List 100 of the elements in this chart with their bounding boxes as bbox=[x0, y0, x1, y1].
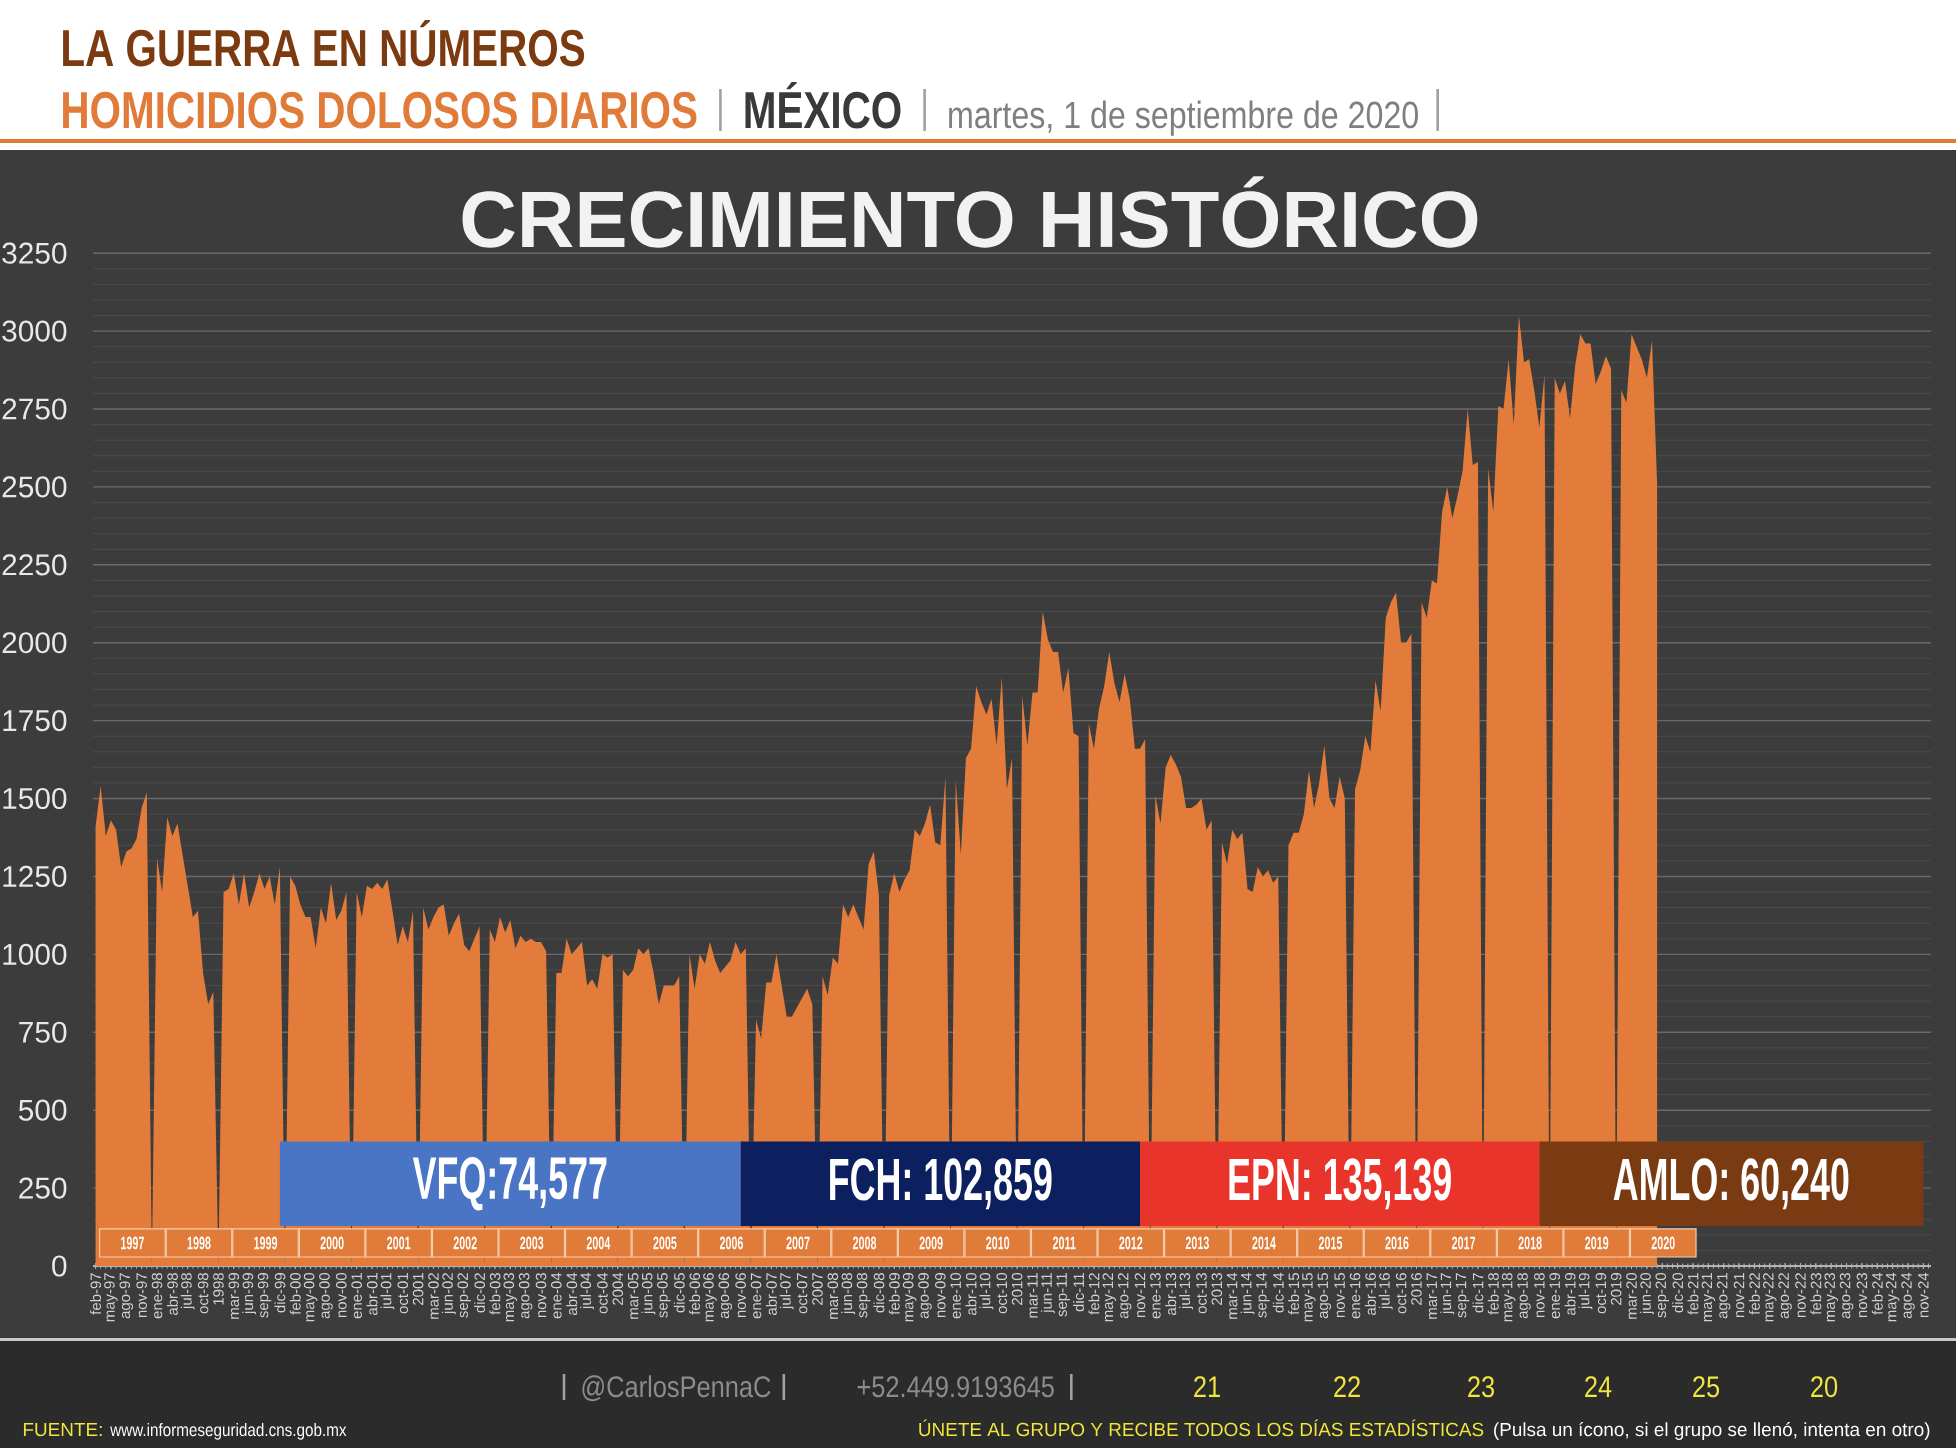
x-tick-label: nov-24 bbox=[1918, 1272, 1929, 1318]
x-tick-label: sep-14 bbox=[1256, 1272, 1270, 1318]
x-tick-label: nov-22 bbox=[1795, 1273, 1806, 1318]
annotation: 2019 bbox=[1585, 1236, 1609, 1250]
x-tick-label: jul-98 bbox=[180, 1273, 195, 1310]
y-tick-label: 2500 bbox=[2, 476, 67, 498]
x-tick-label: feb-00 bbox=[289, 1272, 301, 1315]
x-tick-label: oct-01 bbox=[397, 1273, 409, 1314]
y-tick-label: 3000 bbox=[2, 320, 67, 342]
x-tick-label: feb-06 bbox=[689, 1273, 701, 1315]
x-tick-label: abr-04 bbox=[566, 1272, 578, 1315]
x-tick-label: ene-07 bbox=[750, 1273, 762, 1319]
x-tick-label: oct-16 bbox=[1395, 1273, 1407, 1314]
x-tick-label: mar-17 bbox=[1426, 1273, 1438, 1319]
x-tick-label: sep-05 bbox=[657, 1273, 671, 1318]
x-tick-label: may-12 bbox=[1102, 1273, 1117, 1322]
x-tick-label: mar-14 bbox=[1226, 1272, 1238, 1319]
x-tick-label: oct-07 bbox=[796, 1273, 808, 1314]
x-tick-label: sep-11 bbox=[1056, 1273, 1070, 1317]
annotation: 2006 bbox=[719, 1236, 744, 1250]
text: 24 bbox=[1585, 1376, 1612, 1397]
x-tick-label: abr-13 bbox=[1165, 1273, 1177, 1315]
x-tick-label: ago-21 bbox=[1716, 1273, 1731, 1319]
x-tick-label: dic-05 bbox=[673, 1273, 685, 1313]
x-tick-label: sep-99 bbox=[257, 1273, 272, 1318]
band-label: VFQ:74,577 bbox=[412, 1157, 607, 1211]
x-tick-label: may-15 bbox=[1302, 1273, 1316, 1322]
annotation: 2010 bbox=[986, 1236, 1010, 1250]
x-tick-label: jul-07 bbox=[779, 1273, 794, 1310]
x-tick-label: feb-97 bbox=[90, 1273, 102, 1315]
text: 22 bbox=[1334, 1376, 1360, 1397]
x-tick-label: may-09 bbox=[902, 1273, 917, 1322]
x-tick-label: feb-24 bbox=[1871, 1272, 1883, 1315]
x-tick-label: dic-11 bbox=[1073, 1273, 1085, 1312]
x-tick-label: feb-09 bbox=[888, 1273, 900, 1315]
text: martes, 1 de septiembre de 2020 bbox=[949, 100, 1418, 136]
x-tick-label: may-24 bbox=[1885, 1272, 1900, 1322]
annotation: 2013 bbox=[1185, 1236, 1209, 1250]
x-tick-label: oct-13 bbox=[1196, 1273, 1207, 1314]
x-tick-label: nov-15 bbox=[1334, 1273, 1345, 1318]
band-label: EPN: 135,139 bbox=[1229, 1158, 1451, 1210]
x-tick-label: nov-97 bbox=[136, 1273, 147, 1318]
x-tick-label: jul-16 bbox=[1378, 1273, 1393, 1310]
x-tick-label: may-18 bbox=[1501, 1273, 1516, 1322]
x-tick-label: 2001 bbox=[412, 1273, 424, 1305]
x-tick-label: feb-15 bbox=[1288, 1273, 1300, 1315]
x-tick-label: abr-10 bbox=[965, 1273, 977, 1315]
x-tick-label: jun-17 bbox=[1440, 1273, 1455, 1315]
x-tick-label: feb-23 bbox=[1810, 1273, 1822, 1315]
x-tick-label: jul-19 bbox=[1578, 1273, 1593, 1310]
annotation: 2009 bbox=[919, 1236, 943, 1250]
annotation: 2015 bbox=[1318, 1236, 1343, 1250]
x-tick-label: jul-10 bbox=[979, 1273, 994, 1310]
x-tick-label: ene-04 bbox=[551, 1272, 562, 1319]
x-tick-label: ago-97 bbox=[119, 1273, 134, 1319]
x-tick-label: ago-00 bbox=[319, 1273, 333, 1319]
x-tick-label: jun-14 bbox=[1240, 1272, 1255, 1315]
x-tick-label: sep-08 bbox=[856, 1273, 871, 1318]
text: MÉXICO bbox=[745, 82, 901, 129]
x-tick-label: 2007 bbox=[812, 1273, 823, 1305]
annotation: 2002 bbox=[453, 1236, 477, 1250]
x-tick-label: 2019 bbox=[1610, 1273, 1622, 1305]
x-tick-label: feb-12 bbox=[1088, 1273, 1100, 1315]
annotation: 2016 bbox=[1385, 1236, 1409, 1250]
x-tick-label: sep-20 bbox=[1655, 1273, 1669, 1318]
x-tick-label: mar-02 bbox=[428, 1273, 439, 1319]
text: www.informeseguridad.cns.gob.mx bbox=[110, 1423, 347, 1440]
x-tick-label: mar-99 bbox=[228, 1273, 240, 1319]
x-tick-label: dic-02 bbox=[474, 1273, 486, 1313]
annotation: 2011 bbox=[1052, 1236, 1076, 1250]
x-tick-label: dic-17 bbox=[1472, 1273, 1484, 1313]
annotation: 1999 bbox=[254, 1236, 278, 1250]
x-tick-label: may-21 bbox=[1701, 1273, 1716, 1322]
y-tick-label: 2250 bbox=[2, 554, 67, 576]
x-tick-label: jun-05 bbox=[641, 1273, 656, 1315]
x-tick-label: abr-07 bbox=[765, 1273, 777, 1315]
x-tick-label: ago-09 bbox=[918, 1273, 932, 1319]
x-tick-label: oct-19 bbox=[1595, 1273, 1607, 1314]
annotation: 1997 bbox=[121, 1236, 144, 1250]
annotation: 2004 bbox=[586, 1236, 611, 1250]
x-tick-label: jun-02 bbox=[441, 1273, 456, 1315]
x-tick-label: jul-04 bbox=[580, 1272, 595, 1310]
x-tick-label: may-23 bbox=[1824, 1273, 1838, 1322]
y-tick-label: 1250 bbox=[3, 865, 67, 888]
x-tick-label: mar-05 bbox=[627, 1273, 639, 1319]
source-note: FUENTE: bbox=[23, 1422, 102, 1437]
x-tick-label: mar-11 bbox=[1027, 1273, 1038, 1318]
x-tick-label: feb-21 bbox=[1687, 1273, 1699, 1315]
x-tick-label: jun-11 bbox=[1040, 1273, 1055, 1314]
x-tick-label: jun-99 bbox=[242, 1273, 257, 1315]
x-tick-label: 2004 bbox=[612, 1272, 624, 1305]
x-tick-label: oct-98 bbox=[197, 1273, 209, 1314]
y-tick-label: 1500 bbox=[3, 787, 67, 810]
text: HOMICIDIOS DOLOSOS DIARIOS bbox=[63, 91, 697, 129]
text: 23 bbox=[1468, 1376, 1495, 1398]
x-tick-label: ago-15 bbox=[1317, 1273, 1332, 1319]
annotation: 2017 bbox=[1451, 1236, 1476, 1250]
x-tick-label: nov-00 bbox=[336, 1273, 347, 1318]
text: 25 bbox=[1693, 1376, 1720, 1398]
x-tick-label: abr-98 bbox=[166, 1273, 178, 1315]
